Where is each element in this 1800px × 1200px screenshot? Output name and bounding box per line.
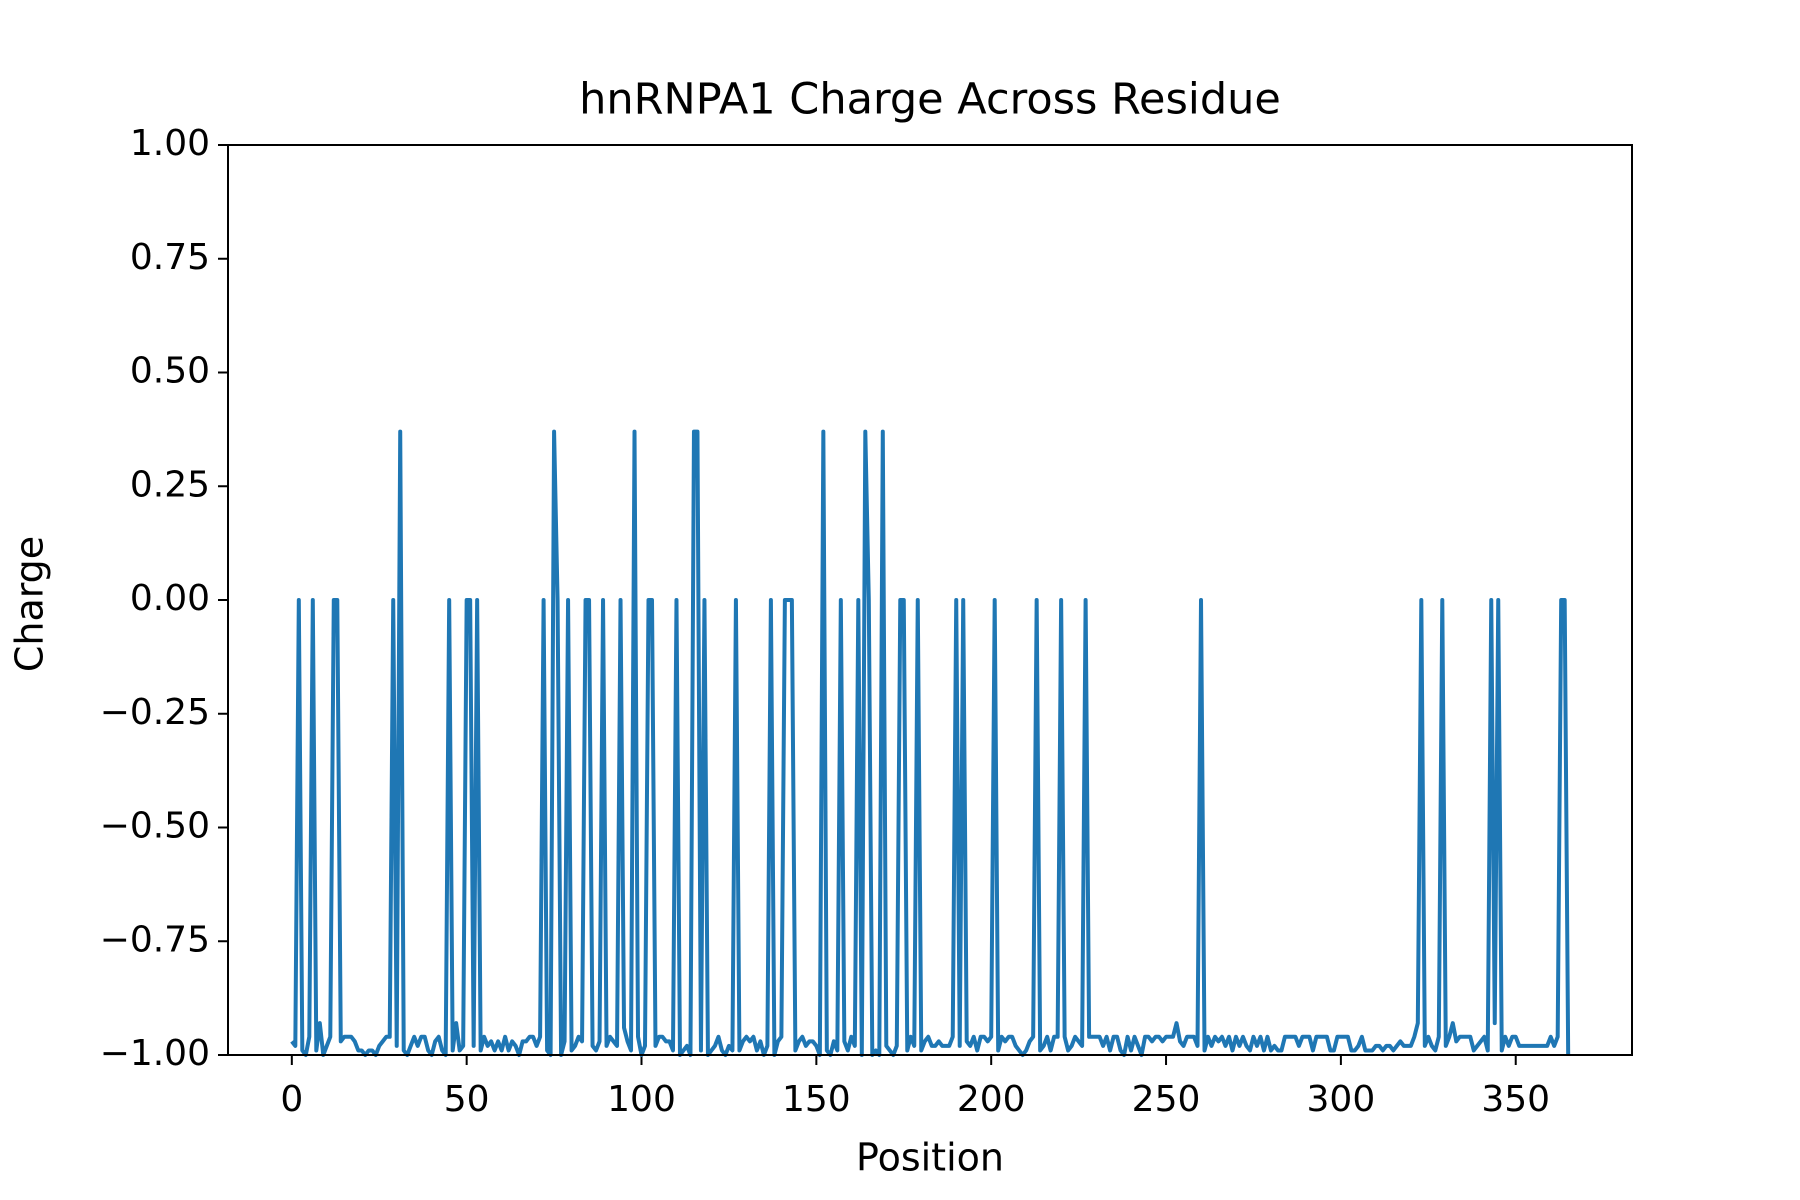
x-tick-label: 250 (1132, 1079, 1201, 1120)
x-tick-label: 100 (607, 1079, 676, 1120)
x-tick-label: 300 (1307, 1079, 1376, 1120)
x-tick-label: 200 (957, 1079, 1026, 1120)
y-tick-label: 1.00 (130, 123, 210, 164)
x-tick-label: 0 (280, 1079, 303, 1120)
plot-frame (227, 144, 1633, 1056)
y-tick-label: −0.50 (100, 806, 210, 847)
y-tick-label: 0.00 (130, 578, 210, 619)
chart-title: hnRNPA1 Charge Across Residue (579, 75, 1281, 125)
x-tick-label: 150 (782, 1079, 851, 1120)
y-axis-label: Charge (8, 536, 52, 672)
x-tick-label: 350 (1481, 1079, 1550, 1120)
y-tick-label: 0.75 (130, 237, 210, 278)
x-tick-label: 50 (444, 1079, 490, 1120)
y-tick-label: −0.75 (100, 919, 210, 960)
y-tick-label: −0.25 (100, 692, 210, 733)
x-axis-label: Position (856, 1136, 1004, 1180)
y-tick-label: −1.00 (100, 1033, 210, 1074)
data-line (290, 429, 1571, 1057)
y-tick-label: 0.25 (130, 464, 210, 505)
y-tick-label: 0.50 (130, 351, 210, 392)
